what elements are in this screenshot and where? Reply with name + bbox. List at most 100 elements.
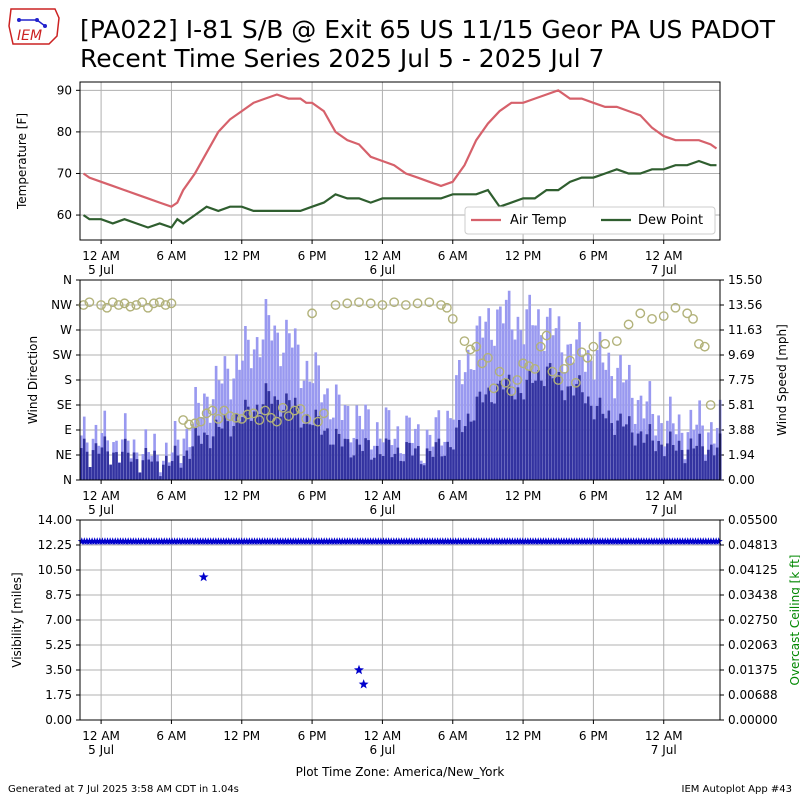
wind-direction-marker [682,308,693,319]
x-tick-label: 12 AM [645,249,683,263]
ceiling-tick-label: 0.01375 [728,663,778,677]
wind-speed-bar [367,440,370,480]
wind-speed-bar [373,457,376,480]
wind-direction-marker [459,336,470,347]
x-tick-label: 12 PM [223,729,260,743]
visibility-marker-low [358,679,369,689]
wind-speed-bar [162,464,165,480]
wind-speed-bar [249,420,253,480]
wind-direction-marker [688,313,698,324]
wind-speed-bar [264,383,268,480]
x-axis-label-text: Plot Time Zone: America/New_York [295,765,505,779]
wind-direction-marker [547,366,558,377]
x-tick-date-label: 5 Jul [88,503,114,517]
wind-speed-bar [572,395,575,480]
wind-direction-marker [342,298,353,309]
wind-speed-bar [179,467,183,480]
x-tick-date-label: 7 Jul [651,263,677,277]
wind-speed-bar [695,445,699,480]
wind-speed-bar [390,457,394,480]
wind-speed-bar [707,449,710,480]
wind-direction-marker [559,363,570,374]
wind-speed-bar [197,435,200,480]
wind-speed-bar [103,436,107,480]
visibility-tick-label: 7.00 [45,613,72,627]
wind-speed-bar [683,463,687,480]
x-tick-label: 12 PM [223,249,260,263]
wind-speed-bar [543,386,546,480]
ceiling-tick-label: 0.02063 [728,638,778,652]
wind-speed-bar [94,443,98,480]
wind-speed-bar [534,380,537,480]
wind-speed-bar [112,452,115,480]
wind-speed-bar [132,452,136,480]
wind-speed-bar [560,390,564,480]
ceiling-tick-label: 0.02750 [728,613,778,627]
x-tick-label: 6 PM [298,249,327,263]
wind-speed-bar [173,445,177,480]
y-tick-label: 80 [57,125,72,139]
speed-tick-label: 3.88 [728,423,755,437]
wind-speed-bar [589,405,593,480]
visibility-tick-label: 12.25 [38,538,72,552]
wind-speed-bar [252,411,256,480]
wind-speed-bar [159,476,162,480]
direction-tick-label: W [60,323,72,337]
wind-speed-bar [332,444,335,480]
wind-speed-bar [129,461,133,480]
wind-direction-marker [354,297,364,308]
wind-speed-bar [581,392,584,480]
wind-direction-marker [230,412,241,423]
wind-speed-bar [150,461,153,480]
wind-speed-bar [308,424,312,480]
wind-speed-bar [121,451,124,480]
wind-speed-bar [434,442,438,480]
wind-direction-marker [96,300,106,310]
wind-speed-bar [337,433,341,480]
wind-speed-bar [440,456,444,480]
wind-speed-bar [481,402,485,480]
air-temp-line [82,89,718,208]
wind-speed-bar [200,443,203,480]
wind-speed-bar [141,460,145,480]
wind-direction-marker [166,298,177,309]
x-tick-label: 12 PM [505,489,542,503]
wind-direction-marker [160,300,171,310]
wind-speed-bar [408,442,411,480]
speed-tick-label: 0.00 [728,473,755,487]
panel-frame [79,519,721,721]
wind-speed-bar [340,446,344,480]
wind-speed-bar [326,428,329,480]
wind-speed-bar [525,379,529,480]
wind-direction-marker [148,298,159,309]
wind-direction-marker [195,416,206,427]
wind-direction-marker [588,341,599,352]
wind-speed-bar [402,461,405,480]
wind-speed-bar [566,386,570,480]
wind-speed-bar [384,438,388,480]
direction-tick-label: SE [57,398,72,412]
wind-speed-bar [437,438,441,480]
wind-direction-marker [154,297,165,308]
wind-speed-bar [176,455,180,480]
wind-speed-bar [545,366,549,480]
wind-speed-bar [710,444,713,480]
x-axis-label: Plot Time Zone: America/New_York [0,765,800,779]
panel-frame [79,279,721,481]
wind-speed-bar [499,380,502,480]
visibility-marker-low [354,664,364,675]
wind-speed-bar [290,407,294,480]
wind-speed-bar [449,447,452,480]
wind-speed-bar [323,430,326,480]
wind-direction-marker [553,375,564,385]
wind-direction-marker [576,347,587,358]
wind-speed-bar [223,414,227,480]
x-tick-label: 12 AM [82,489,120,503]
visibility-tick-label: 3.50 [45,663,72,677]
wind-speed-bar [519,393,523,480]
wind-speed-bar [419,464,423,480]
visibility-tick-label: 14.00 [38,513,72,527]
wind-speed-bar [235,413,238,480]
